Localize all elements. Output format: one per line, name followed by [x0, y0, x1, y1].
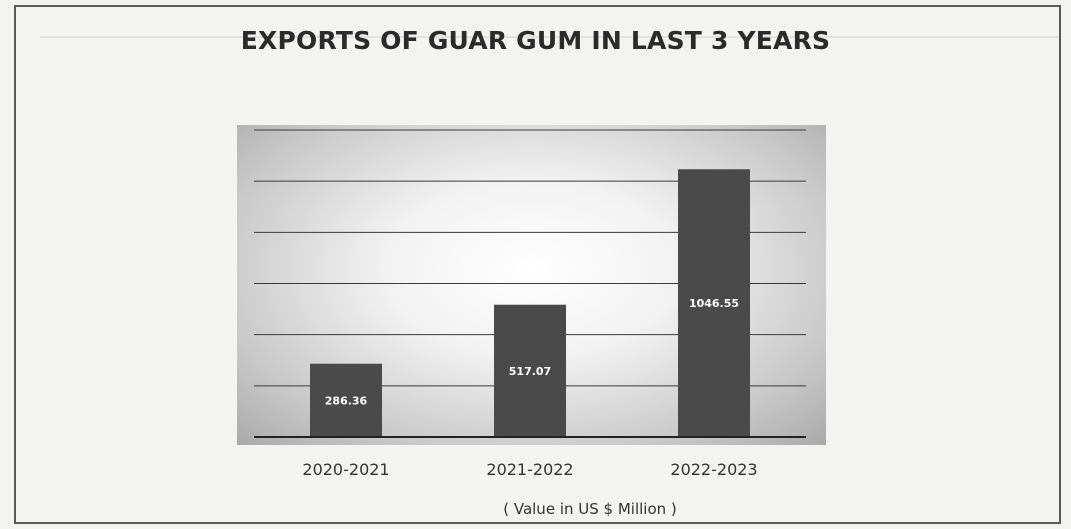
bleed-through-rule — [40, 36, 1060, 38]
bar-2022-2023 — [678, 169, 750, 437]
chart-frame — [14, 5, 1061, 524]
chart-title: EXPORTS OF GUAR GUM IN LAST 3 YEARS — [240, 26, 831, 55]
data-label: 1046.55 — [689, 297, 739, 310]
bar-2020-2021 — [310, 363, 382, 437]
x-tick-label: 2022-2023 — [670, 460, 757, 479]
data-label: 517.07 — [509, 365, 551, 378]
unit-note: ( Value in US $ Million ) — [503, 500, 677, 518]
data-label: 286.36 — [325, 394, 368, 407]
bar-2021-2022 — [494, 304, 566, 437]
x-tick-label: 2021-2022 — [486, 460, 573, 479]
x-tick-label: 2020-2021 — [302, 460, 389, 479]
